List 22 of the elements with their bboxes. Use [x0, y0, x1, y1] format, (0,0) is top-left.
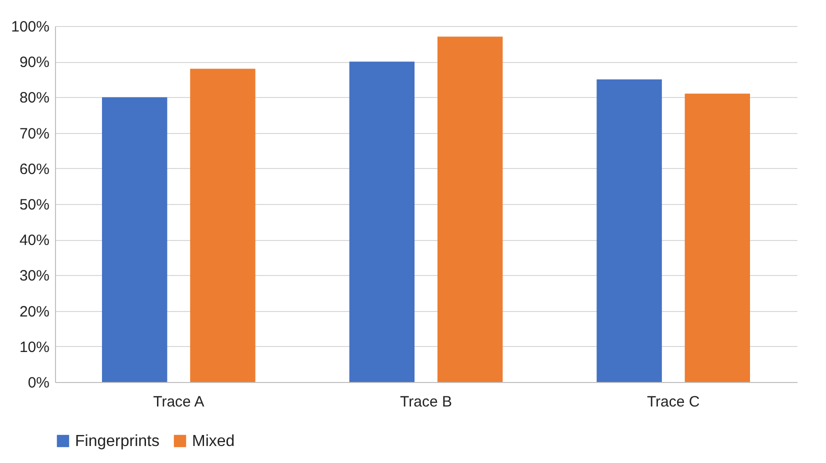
legend-label: Fingerprints: [75, 433, 160, 450]
bar: [684, 94, 750, 382]
y-tick-label: 20%: [19, 303, 50, 320]
x-tick-label: Trace A: [153, 394, 204, 410]
y-tick-label: 90%: [19, 54, 50, 72]
y-tick-label: 30%: [19, 268, 50, 285]
y-tick-label: 70%: [19, 125, 50, 142]
legend-label: Mixed: [192, 433, 235, 450]
y-tick-label: 10%: [19, 338, 50, 356]
x-tick-label: Trace C: [646, 394, 700, 410]
y-tick-label: 80%: [19, 90, 50, 107]
y-tick-label: 60%: [19, 160, 50, 178]
y-tick-label: 40%: [19, 232, 50, 250]
bar: [437, 36, 503, 382]
bar: [349, 62, 415, 382]
y-tick-label: 100%: [11, 18, 50, 36]
x-tick-label: Trace B: [400, 394, 452, 410]
bar: [102, 97, 168, 382]
bar: [596, 79, 662, 382]
y-tick-label: 0%: [28, 374, 50, 392]
y-tick-label: 50%: [19, 196, 50, 214]
bar: [190, 68, 256, 382]
